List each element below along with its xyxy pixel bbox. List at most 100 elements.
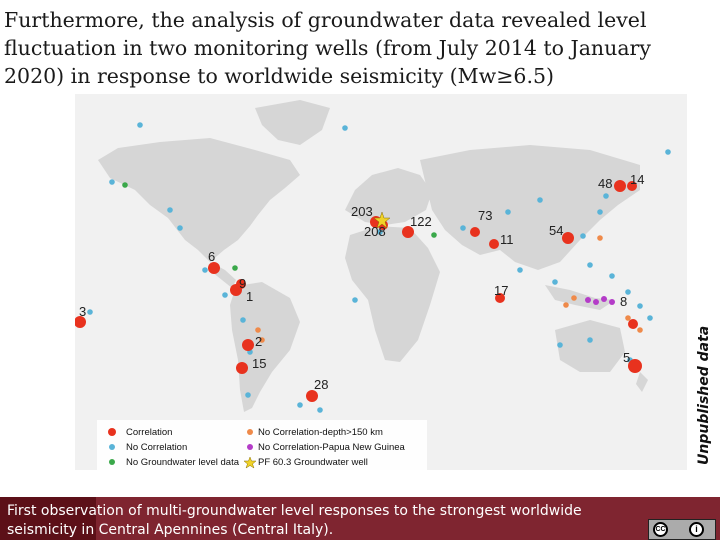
event-label: 54 xyxy=(549,223,563,238)
legend-label: No Groundwater level data xyxy=(126,457,240,468)
map-marker xyxy=(537,197,543,203)
map-marker xyxy=(242,339,254,351)
map-marker xyxy=(342,125,348,131)
event-label: 11 xyxy=(500,232,514,247)
map-marker xyxy=(495,293,505,303)
map-marker xyxy=(587,337,593,343)
event-label: 208 xyxy=(364,224,386,239)
map-marker xyxy=(255,327,261,333)
map-marker xyxy=(208,262,220,274)
map-marker xyxy=(571,295,577,301)
map-marker xyxy=(87,309,93,315)
legend-blue-dot xyxy=(109,444,115,450)
unpublished-data-label: Unpublished data xyxy=(696,325,712,465)
map-marker xyxy=(122,182,128,188)
map-marker xyxy=(167,207,173,213)
event-label: 5 xyxy=(623,350,630,365)
seismic-event-markers xyxy=(75,122,671,413)
legend-label: No Correlation-Papua New Guinea xyxy=(258,442,406,453)
no-groundwater-markers xyxy=(122,182,437,271)
greenland-land xyxy=(255,100,330,145)
map-marker xyxy=(625,289,631,295)
attribution-icon: i xyxy=(689,522,704,537)
map-marker xyxy=(352,297,358,303)
legend-label: PF 60.3 Groundwater well xyxy=(258,457,368,468)
map-marker xyxy=(75,316,86,328)
map-marker xyxy=(593,299,599,305)
map-marker xyxy=(587,262,593,268)
event-label: 203 xyxy=(351,204,373,219)
legend-green-dot xyxy=(109,459,115,465)
event-label: 8 xyxy=(620,294,627,309)
map-marker xyxy=(580,233,586,239)
map-marker xyxy=(637,327,643,333)
map-marker xyxy=(562,232,574,244)
deep-event-markers xyxy=(255,235,643,343)
map-marker xyxy=(297,402,303,408)
map-marker xyxy=(109,179,115,185)
event-label: 48 xyxy=(598,176,612,191)
map-marker xyxy=(625,315,631,321)
event-label: 28 xyxy=(314,377,328,392)
map-marker xyxy=(609,299,615,305)
south-america-land xyxy=(230,282,300,412)
map-marker xyxy=(230,284,242,296)
map-marker xyxy=(202,267,208,273)
legend-orange-dot xyxy=(247,429,253,435)
map-marker xyxy=(137,122,143,128)
event-label: 1 xyxy=(246,289,253,304)
event-label: 17 xyxy=(494,283,508,298)
world-seismicity-map: 203 208 122 73 48 14 54 11 6 9 1 17 8 3 … xyxy=(75,94,687,470)
map-marker xyxy=(628,319,638,329)
footer-bar xyxy=(0,497,720,540)
map-marker xyxy=(377,229,383,235)
map-marker xyxy=(609,273,615,279)
footer-caption: First observation of multi-groundwater l… xyxy=(7,503,582,538)
slide-title: Furthermore, the analysis of groundwater… xyxy=(4,8,651,88)
event-label: 9 xyxy=(239,276,246,291)
map-marker xyxy=(177,225,183,231)
event-label-group: 203 208 122 73 48 14 54 11 6 9 1 17 8 3 … xyxy=(79,172,644,392)
map-marker xyxy=(597,209,603,215)
map-marker xyxy=(665,149,671,155)
map-marker xyxy=(647,315,653,321)
map-marker xyxy=(489,239,499,249)
footer-accent-block xyxy=(0,497,96,540)
map-marker xyxy=(232,265,238,271)
no-correlation-markers xyxy=(87,122,671,413)
map-marker xyxy=(236,362,248,374)
map-marker xyxy=(614,180,626,192)
map-marker xyxy=(222,292,228,298)
map-marker xyxy=(240,317,246,323)
north-america-land xyxy=(98,138,300,262)
event-label: 122 xyxy=(410,214,432,229)
event-label: 14 xyxy=(630,172,644,187)
landmass-group xyxy=(98,100,648,412)
map-marker xyxy=(563,302,569,308)
event-label: 6 xyxy=(208,249,215,264)
map-marker xyxy=(402,226,414,238)
asia-land xyxy=(420,145,640,270)
legend-label: No Correlation-depth>150 km xyxy=(258,427,383,438)
map-marker xyxy=(431,232,437,238)
map-marker xyxy=(628,359,642,373)
legend-purple-dot xyxy=(247,444,253,450)
event-label: 3 xyxy=(79,304,86,319)
map-marker xyxy=(601,296,607,302)
creative-commons-badge[interactable]: CC i xyxy=(648,519,716,540)
event-label: 15 xyxy=(252,356,266,371)
map-marker xyxy=(517,267,523,273)
map-marker xyxy=(627,181,637,191)
map-marker xyxy=(603,193,609,199)
event-label: 2 xyxy=(255,334,262,349)
map-marker xyxy=(505,209,511,215)
australia-land xyxy=(555,320,625,372)
africa-land xyxy=(345,226,440,362)
map-marker xyxy=(259,337,265,343)
cc-icon: CC xyxy=(653,522,668,537)
map-marker xyxy=(552,279,558,285)
europe-land xyxy=(345,168,432,225)
legend-red-dot xyxy=(108,428,116,436)
event-label: 73 xyxy=(478,208,492,223)
new-zealand-land xyxy=(636,372,648,392)
